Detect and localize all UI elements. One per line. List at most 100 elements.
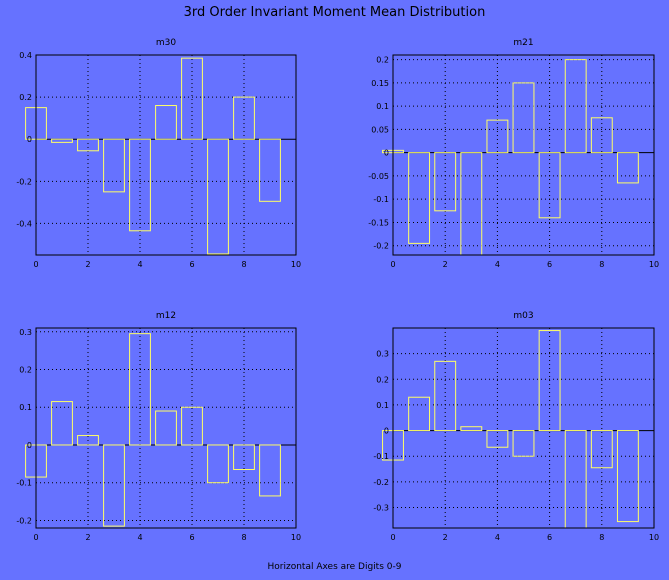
chart-panel-m21: m21 0 2 4 6 8 10 -0.2 -0.15 -0.1 -0.05 0 0.05 0.1 0.15…	[368, 38, 659, 269]
bar-digit-9	[616, 152, 639, 184]
bar-digit-2	[77, 138, 99, 152]
bar-digit-3	[460, 426, 483, 432]
y-tick-label: -0.15	[368, 218, 389, 227]
x-tick-label: 4	[495, 533, 500, 542]
bar-digit-1	[51, 138, 73, 143]
y-tick-label: -0.3	[373, 503, 389, 512]
x-tick-label: 10	[291, 260, 301, 269]
x-tick-label: 2	[443, 260, 448, 269]
x-tick-label: 8	[599, 533, 604, 542]
bar-digit-6	[538, 152, 561, 219]
panel-title: m03	[513, 311, 533, 321]
figure-title: 3rd Order Invariant Moment Mean Distribu…	[183, 5, 486, 20]
figure-footer: Horizontal Axes are Digits 0-9	[267, 562, 402, 572]
bar-digit-8	[590, 117, 613, 154]
y-tick-label: -0.1	[373, 452, 389, 461]
bar-digit-8	[590, 430, 613, 469]
y-tick-label: 0	[384, 149, 389, 158]
bar-digit-1	[51, 401, 73, 446]
bar-digit-9	[259, 138, 281, 202]
y-tick-label: 0.3	[19, 328, 32, 337]
bar-digit-1	[408, 396, 431, 432]
bar-digit-3	[103, 138, 125, 193]
y-tick-label: -0.2	[16, 177, 32, 186]
x-tick-label: 2	[85, 260, 90, 269]
bar-digit-4	[129, 333, 151, 446]
y-tick-label: 0.2	[376, 56, 389, 65]
bar-digit-4	[486, 430, 509, 448]
x-tick-label: 8	[599, 260, 604, 269]
panel-title: m21	[513, 38, 533, 48]
x-tick-label: 0	[33, 533, 38, 542]
chart-panel-m03: m03 0 2 4 6 8 10 -0.3 -0.2 -0.1 0 0.1 0.2 0.3	[373, 311, 659, 542]
axes-frame	[392, 327, 655, 529]
panel-title: m30	[156, 38, 176, 48]
bar-digit-9	[616, 430, 639, 523]
bar-digit-5	[512, 82, 535, 154]
x-tick-label: 0	[390, 533, 395, 542]
bar-digit-2	[434, 360, 457, 432]
y-tick-label: 0.4	[19, 51, 32, 60]
bar-digit-9	[259, 444, 281, 497]
y-tick-label: -0.4	[16, 219, 32, 228]
bar-digit-3	[103, 444, 125, 527]
x-tick-label: 4	[495, 260, 500, 269]
x-tick-label: 8	[241, 260, 246, 269]
axes-frame	[35, 327, 297, 529]
bar-digit-6	[538, 330, 561, 432]
bar-digit-7	[207, 444, 229, 484]
bar-digit-1	[408, 152, 431, 244]
bar-digit-2	[434, 152, 457, 212]
axes-frame	[35, 54, 297, 256]
bar-digit-6	[181, 406, 203, 446]
bar-digit-8	[233, 444, 255, 471]
y-tick-label: 0.3	[376, 350, 389, 359]
y-tick-label: -0.2	[16, 516, 32, 525]
y-tick-label: 0.1	[19, 403, 32, 412]
y-tick-label: -0.2	[373, 242, 389, 251]
bar-digit-6	[181, 57, 203, 140]
y-tick-label: 0.1	[376, 102, 389, 111]
y-tick-label: 0	[384, 427, 389, 436]
bar-digit-7	[564, 59, 587, 154]
x-tick-label: 10	[649, 533, 659, 542]
x-tick-label: 8	[241, 533, 246, 542]
x-tick-label: 0	[390, 260, 395, 269]
x-tick-label: 10	[649, 260, 659, 269]
chart-panel-m30: m30 0 2 4 6 8 10 -0.4 -0.2 0 0.2 0.4	[16, 38, 301, 269]
y-tick-label: 0.1	[376, 401, 389, 410]
bar-digit-8	[233, 96, 255, 140]
bar-digit-4	[129, 138, 151, 232]
y-tick-label: -0.05	[368, 172, 389, 181]
panel-title: m12	[156, 311, 176, 321]
x-tick-label: 4	[137, 533, 142, 542]
bar-digit-7	[564, 430, 587, 529]
bar-digit-3	[460, 152, 483, 256]
bar-digit-4	[486, 119, 509, 154]
x-tick-label: 6	[547, 533, 552, 542]
x-tick-label: 2	[85, 533, 90, 542]
chart-panel-m12: m12 0 2 4 6 8 10 -0.2 -0.1 0 0.1 0.2 0.3	[16, 311, 301, 542]
y-tick-label: -0.2	[373, 478, 389, 487]
x-tick-label: 6	[547, 260, 552, 269]
bar-digit-5	[155, 410, 177, 446]
y-tick-label: 0.05	[371, 125, 389, 134]
y-tick-label: -0.1	[373, 195, 389, 204]
y-tick-label: 0.2	[376, 375, 389, 384]
x-tick-label: 10	[291, 533, 301, 542]
x-tick-label: 6	[189, 260, 194, 269]
bar-digit-2	[77, 435, 99, 446]
y-tick-label: 0	[27, 135, 32, 144]
y-tick-label: 0.2	[19, 93, 32, 102]
bar-digit-5	[512, 430, 535, 457]
x-tick-label: 6	[189, 533, 194, 542]
bar-digit-7	[207, 138, 229, 255]
bar-digit-5	[155, 105, 177, 140]
x-tick-label: 4	[137, 260, 142, 269]
y-tick-label: 0.15	[371, 79, 389, 88]
axes-frame	[392, 54, 655, 256]
y-tick-label: 0	[27, 441, 32, 450]
x-tick-label: 0	[33, 260, 38, 269]
y-tick-label: 0.2	[19, 366, 32, 375]
